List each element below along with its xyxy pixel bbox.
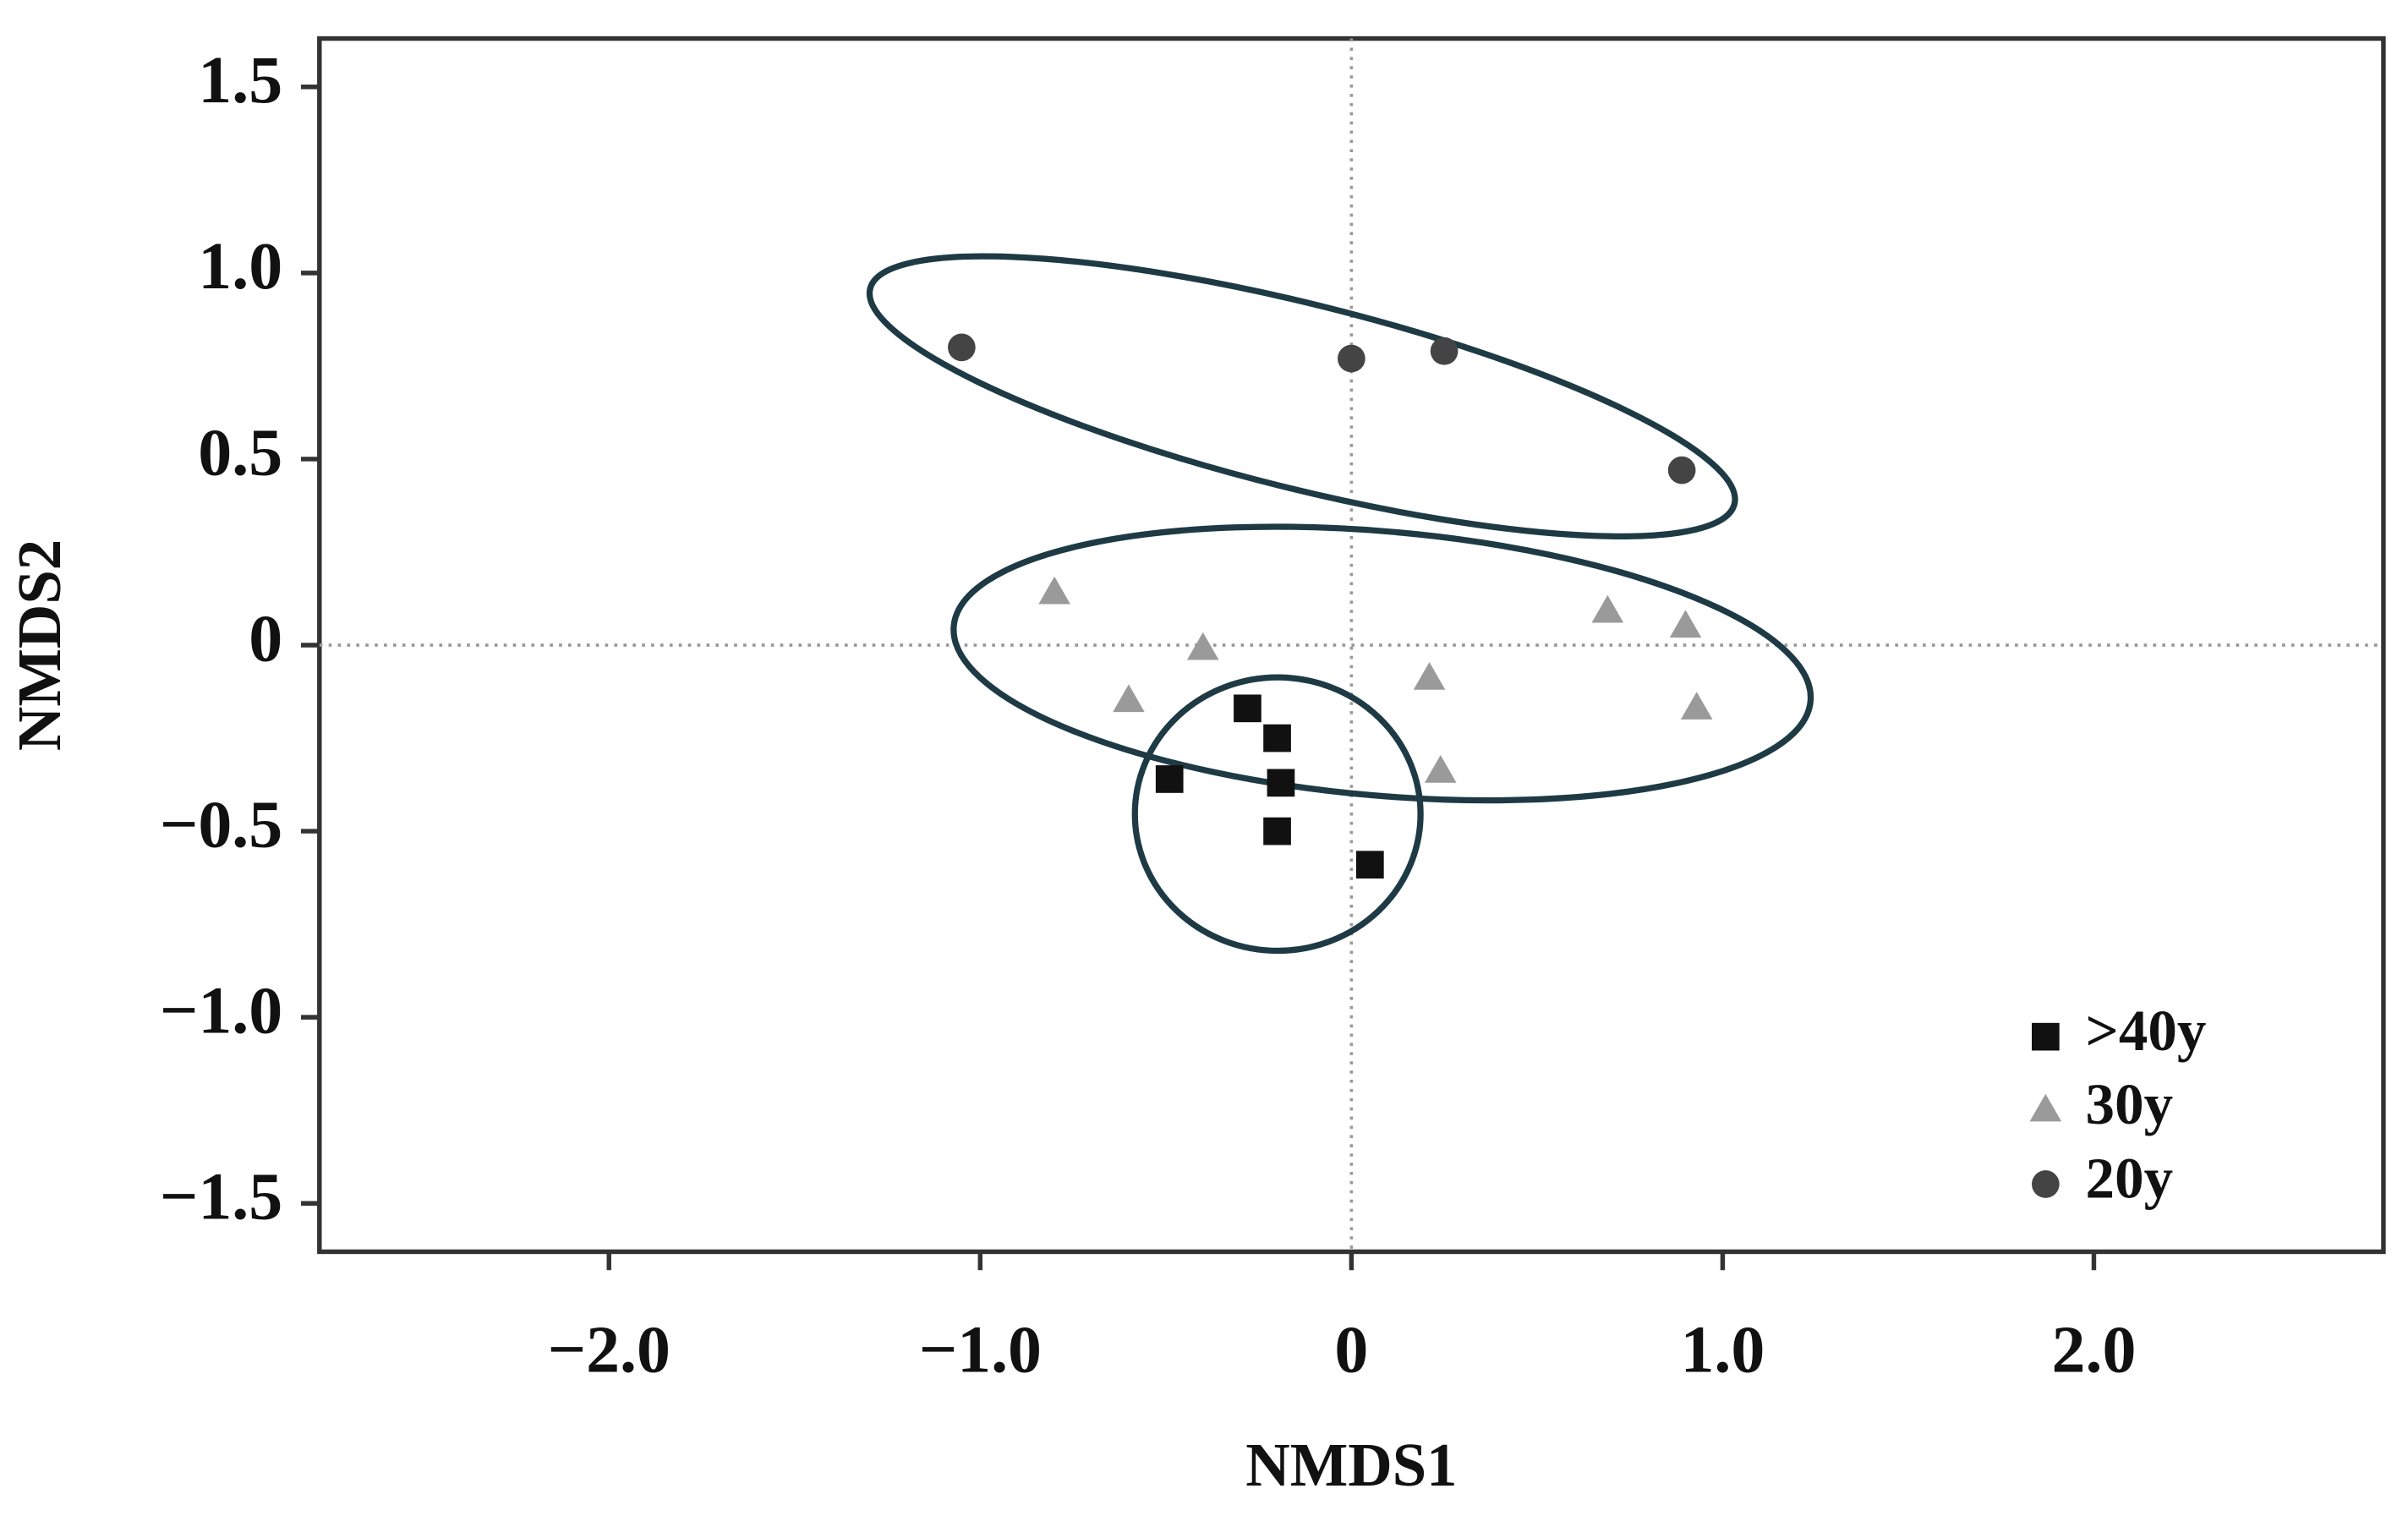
- legend-marker: [2029, 1093, 2062, 1122]
- point: [948, 333, 976, 362]
- point: [1267, 769, 1295, 797]
- y-tick-label: −1.5: [160, 1160, 282, 1234]
- point: [1155, 765, 1184, 793]
- point: [1669, 610, 1702, 638]
- y-tick-label: 0: [249, 601, 282, 676]
- legend-marker: [2032, 1022, 2060, 1051]
- point: [1680, 692, 1713, 720]
- y-tick-label: −1.0: [160, 973, 282, 1048]
- point: [1263, 724, 1291, 753]
- confidence-ellipse: [1131, 674, 1424, 955]
- confidence-ellipse: [950, 523, 1814, 804]
- point: [1413, 661, 1446, 690]
- x-tick-label: 1.0: [1680, 1312, 1765, 1387]
- y-tick-label: −0.5: [160, 787, 282, 862]
- point: [1186, 632, 1219, 660]
- point: [1338, 344, 1365, 373]
- point: [1591, 594, 1624, 623]
- x-tick-label: −1.0: [919, 1312, 1042, 1387]
- legend-marker: [2032, 1170, 2060, 1198]
- point: [1263, 817, 1291, 846]
- y-tick-label: 0.5: [198, 415, 282, 490]
- confidence-ellipse: [866, 253, 1738, 539]
- legend-label: 20y: [2086, 1145, 2174, 1210]
- point: [1430, 337, 1458, 365]
- y-tick-label: 1.5: [198, 43, 282, 118]
- x-tick-label: 0: [1334, 1312, 1368, 1387]
- legend-label: 30y: [2086, 1071, 2174, 1136]
- point: [1234, 694, 1261, 723]
- y-tick-label: 1.0: [198, 229, 282, 304]
- y-axis-title: NMDS2: [5, 539, 74, 751]
- x-tick-label: −2.0: [548, 1312, 670, 1387]
- point: [1667, 456, 1696, 484]
- point: [1355, 851, 1384, 879]
- x-tick-label: 2.0: [2052, 1312, 2137, 1387]
- point: [1113, 684, 1145, 713]
- point: [1038, 576, 1070, 605]
- legend-label: >40y: [2086, 998, 2207, 1063]
- point: [1424, 755, 1457, 783]
- x-axis-title: NMDS1: [1245, 1431, 1457, 1499]
